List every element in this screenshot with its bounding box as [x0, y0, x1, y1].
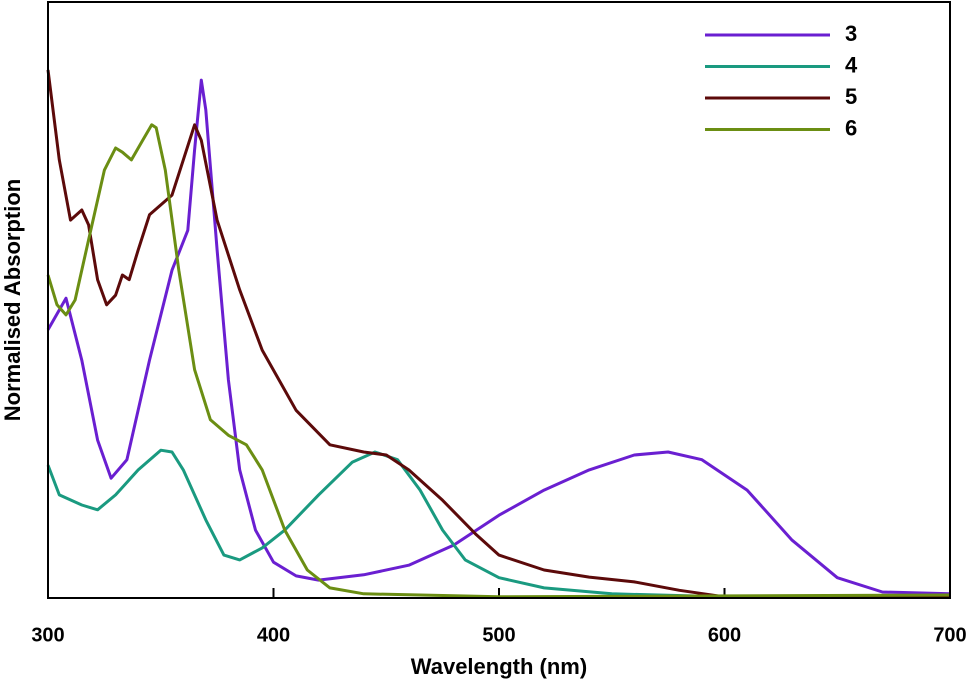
x-tick-label: 700	[933, 624, 966, 646]
series-line	[46, 448, 950, 599]
x-tick-label: 400	[257, 624, 290, 646]
legend-label: 3	[845, 21, 857, 46]
x-axis-label: Wavelength (nm)	[411, 654, 587, 679]
legend-label: 6	[845, 115, 857, 140]
y-axis-label: Normalised Absorption	[0, 179, 25, 421]
x-tick-label: 300	[31, 624, 64, 646]
plot-frame	[47, 1, 951, 599]
series-line	[46, 69, 950, 599]
x-tick-label: 600	[708, 624, 741, 646]
series-line	[46, 78, 951, 596]
x-tick-label: 500	[482, 624, 515, 646]
series-line	[46, 123, 951, 599]
legend-label: 5	[845, 84, 857, 109]
legend-label: 4	[845, 52, 858, 77]
